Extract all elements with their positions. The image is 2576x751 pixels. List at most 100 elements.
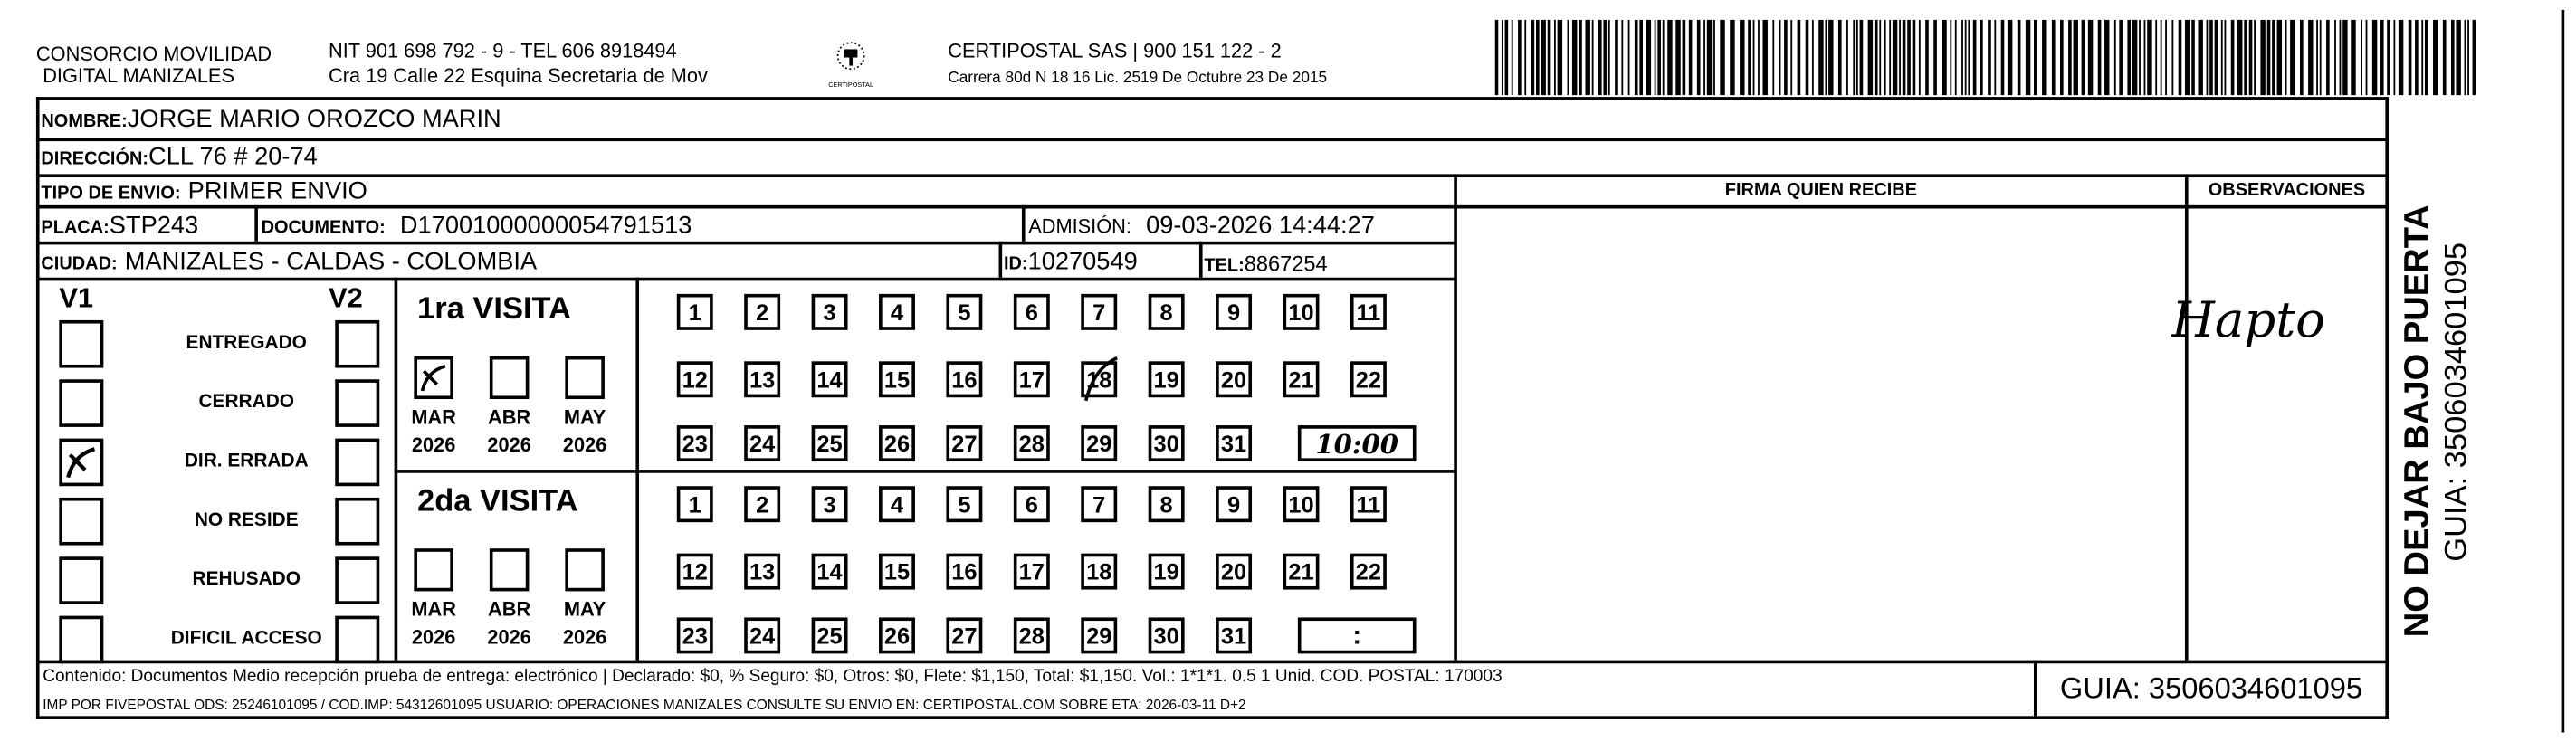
day-box[interactable]: 14 bbox=[811, 361, 848, 398]
month-checkbox[interactable] bbox=[489, 356, 530, 400]
day-box[interactable]: 4 bbox=[879, 293, 915, 330]
day-box[interactable]: 26 bbox=[879, 425, 915, 462]
barcode-icon bbox=[1494, 19, 2476, 96]
day-box[interactable]: 2 bbox=[744, 293, 781, 330]
day-box[interactable]: 23 bbox=[676, 617, 713, 654]
day-box[interactable]: 19 bbox=[1148, 553, 1185, 590]
day-box[interactable]: 22 bbox=[1350, 553, 1387, 590]
day-box[interactable]: 25 bbox=[811, 425, 848, 462]
day-box[interactable]: 12 bbox=[676, 361, 713, 398]
day-box[interactable]: 3 bbox=[811, 293, 848, 330]
direccion-field: DIRECCIÓN:CLL 76 # 20-74 bbox=[41, 142, 318, 171]
day-box[interactable]: 16 bbox=[946, 553, 983, 590]
day-box[interactable]: 5 bbox=[946, 486, 983, 523]
day-box[interactable]: 17 bbox=[1013, 553, 1050, 590]
day-box[interactable]: 13 bbox=[744, 553, 781, 590]
v2-checkbox[interactable] bbox=[335, 497, 380, 546]
day-box[interactable]: 8 bbox=[1148, 293, 1185, 330]
observaciones-handwriting: Hapto bbox=[2171, 292, 2325, 350]
day-box[interactable]: 12 bbox=[676, 553, 713, 590]
day-box[interactable]: 10 bbox=[1283, 293, 1320, 330]
status-label: ENTREGADO bbox=[186, 333, 307, 354]
status-label: CERRADO bbox=[198, 392, 294, 413]
day-box[interactable]: 24 bbox=[744, 617, 781, 654]
day-box[interactable]: 15 bbox=[879, 361, 915, 398]
day-box[interactable]: 30 bbox=[1148, 425, 1185, 462]
no-dejar-bajo-puerta: NO DEJAR BAJO PUERTA bbox=[2398, 204, 2437, 638]
day-box[interactable]: 21 bbox=[1283, 361, 1320, 398]
day-box[interactable]: 26 bbox=[879, 617, 915, 654]
day-box[interactable]: 23 bbox=[676, 425, 713, 462]
month-checkbox[interactable] bbox=[489, 548, 530, 592]
month-label: MAY bbox=[563, 597, 606, 622]
v2-checkbox[interactable] bbox=[335, 556, 380, 604]
day-box[interactable]: 22 bbox=[1350, 361, 1387, 398]
certipostal-logo: CERTIPOSTAL bbox=[826, 40, 875, 89]
v1-checkbox[interactable] bbox=[59, 497, 104, 546]
v2-checkbox[interactable] bbox=[335, 379, 380, 427]
time-box[interactable]: 10:00 bbox=[1297, 425, 1417, 462]
day-box[interactable]: 25 bbox=[811, 617, 848, 654]
day-box[interactable]: 10 bbox=[1283, 486, 1320, 523]
v1-checkbox[interactable] bbox=[59, 615, 104, 664]
tipo-envio-field: TIPO DE ENVIO: PRIMER ENVIO bbox=[41, 177, 367, 205]
day-box[interactable]: 30 bbox=[1148, 617, 1185, 654]
day-box[interactable]: 31 bbox=[1216, 425, 1253, 462]
day-box[interactable]: 27 bbox=[946, 425, 983, 462]
footer-imp: IMP POR FIVEPOSTAL ODS: 25246101095 / CO… bbox=[43, 696, 1246, 713]
v1-checkbox[interactable] bbox=[59, 438, 104, 487]
day-box[interactable]: 3 bbox=[811, 486, 848, 523]
day-box[interactable]: 20 bbox=[1216, 553, 1253, 590]
day-box[interactable]: 14 bbox=[811, 553, 848, 590]
day-box[interactable]: 11 bbox=[1350, 486, 1387, 523]
day-box[interactable]: 15 bbox=[879, 553, 915, 590]
day-box[interactable]: 2 bbox=[744, 486, 781, 523]
v2-checkbox[interactable] bbox=[335, 438, 380, 487]
admision-field: ADMISIÓN: 09-03-2026 14:44:27 bbox=[1028, 212, 1375, 240]
v2-checkbox[interactable] bbox=[335, 615, 380, 664]
day-box[interactable]: 18 bbox=[1081, 553, 1118, 590]
day-box[interactable]: 18 bbox=[1081, 356, 1118, 402]
day-box[interactable]: 20 bbox=[1216, 361, 1253, 398]
year-label: 2026 bbox=[411, 625, 456, 649]
day-box[interactable]: 11 bbox=[1350, 293, 1387, 330]
day-box[interactable]: 21 bbox=[1283, 553, 1320, 590]
day-box[interactable]: 31 bbox=[1216, 617, 1253, 654]
month-checkbox[interactable] bbox=[565, 548, 605, 592]
day-box[interactable]: 13 bbox=[744, 361, 781, 398]
day-box[interactable]: 29 bbox=[1081, 425, 1118, 462]
month-label: ABR bbox=[488, 405, 531, 429]
month-checkbox[interactable] bbox=[565, 356, 605, 400]
month-checkbox[interactable] bbox=[414, 356, 453, 400]
firma-label: FIRMA QUIEN RECIBE bbox=[1724, 180, 1918, 201]
day-box[interactable]: 28 bbox=[1013, 617, 1050, 654]
day-box[interactable]: 16 bbox=[946, 361, 983, 398]
day-box[interactable]: 7 bbox=[1081, 486, 1118, 523]
day-box[interactable]: 5 bbox=[946, 293, 983, 330]
month-checkbox[interactable] bbox=[414, 548, 453, 592]
day-box[interactable]: 28 bbox=[1013, 425, 1050, 462]
day-box[interactable]: 9 bbox=[1216, 486, 1253, 523]
day-box[interactable]: 4 bbox=[879, 486, 915, 523]
day-box[interactable]: 17 bbox=[1013, 361, 1050, 398]
visit-title: 1ra VISITA bbox=[417, 292, 571, 328]
day-box[interactable]: 1 bbox=[676, 293, 713, 330]
day-box[interactable]: 9 bbox=[1216, 293, 1253, 330]
day-box[interactable]: 8 bbox=[1148, 486, 1185, 523]
day-box[interactable]: 27 bbox=[946, 617, 983, 654]
day-box[interactable]: 24 bbox=[744, 425, 781, 462]
v1-checkbox[interactable] bbox=[59, 556, 104, 604]
status-label: DIFICIL ACCESO bbox=[170, 629, 322, 649]
nombre-field: NOMBRE:JORGE MARIO OROZCO MARIN bbox=[41, 105, 501, 134]
v2-checkbox[interactable] bbox=[335, 319, 380, 368]
check-mark-icon bbox=[1083, 356, 1118, 402]
day-box[interactable]: 29 bbox=[1081, 617, 1118, 654]
day-box[interactable]: 6 bbox=[1013, 486, 1050, 523]
day-box[interactable]: 1 bbox=[676, 486, 713, 523]
time-box[interactable]: : bbox=[1297, 617, 1417, 654]
day-box[interactable]: 6 bbox=[1013, 293, 1050, 330]
v1-checkbox[interactable] bbox=[59, 379, 104, 427]
day-box[interactable]: 7 bbox=[1081, 293, 1118, 330]
day-box[interactable]: 19 bbox=[1148, 361, 1185, 398]
v1-checkbox[interactable] bbox=[59, 319, 104, 368]
